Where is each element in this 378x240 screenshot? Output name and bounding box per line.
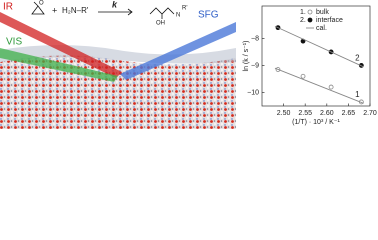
data-point — [328, 84, 334, 90]
scheme-rate: k — [112, 0, 118, 9]
legend-label: interface — [316, 17, 343, 24]
scheme-n: N — [176, 13, 180, 19]
x-tick-label: 2.70 — [363, 110, 377, 117]
legend-swatch — [307, 9, 313, 15]
epoxide-label: O — [39, 1, 44, 7]
x-axis-label: (1/T) · 10³ / K⁻¹ — [292, 119, 340, 126]
x-tick-label: 2.50 — [277, 110, 291, 117]
x-tick-label: 2.60 — [320, 110, 334, 117]
epoxide — [31, 1, 45, 15]
fit-line — [274, 25, 364, 68]
legend-label: cal. — [316, 25, 327, 32]
beam-label: VIS — [6, 37, 22, 48]
data-point — [300, 73, 306, 79]
legend-number: 1. — [300, 9, 306, 16]
reaction-scheme — [31, 1, 175, 19]
y-tick-label: −8 — [251, 35, 259, 42]
molecular-surface — [0, 55, 236, 129]
y-tick-label: −10 — [247, 89, 259, 96]
y-axis-label: ln (k / s⁻¹) — [243, 41, 250, 72]
illustration: IR VIS SFG O + H₂N–R' k OH N R' — [0, 0, 236, 129]
vis-beam — [0, 48, 118, 82]
beam-label: IR — [3, 2, 13, 13]
scheme-amine: H₂N–R' — [62, 6, 89, 15]
beam-label: SFG — [198, 10, 219, 21]
scheme-hydroxyl: OH — [156, 21, 165, 27]
fit-line — [274, 67, 364, 104]
product-skeleton — [149, 7, 175, 19]
legend-swatch — [307, 17, 313, 23]
ir-beam — [0, 12, 122, 78]
x-tick-label: 2.65 — [342, 110, 356, 117]
figure: IR VIS SFG O + H₂N–R' k OH N R' (1/T) · … — [0, 0, 377, 129]
legend-number: 2. — [300, 17, 306, 24]
scheme-r: R' — [182, 6, 187, 12]
y-tick-label: −9 — [251, 62, 259, 69]
legend-label: bulk — [316, 9, 329, 16]
x-tick-label: 2.55 — [298, 110, 312, 117]
scheme-plus: + — [52, 5, 57, 15]
arrow — [98, 8, 133, 16]
line-label: 2 — [355, 54, 360, 63]
sfg-beam — [120, 22, 236, 80]
line-label: 1 — [355, 90, 360, 99]
plot-frame — [261, 5, 371, 107]
